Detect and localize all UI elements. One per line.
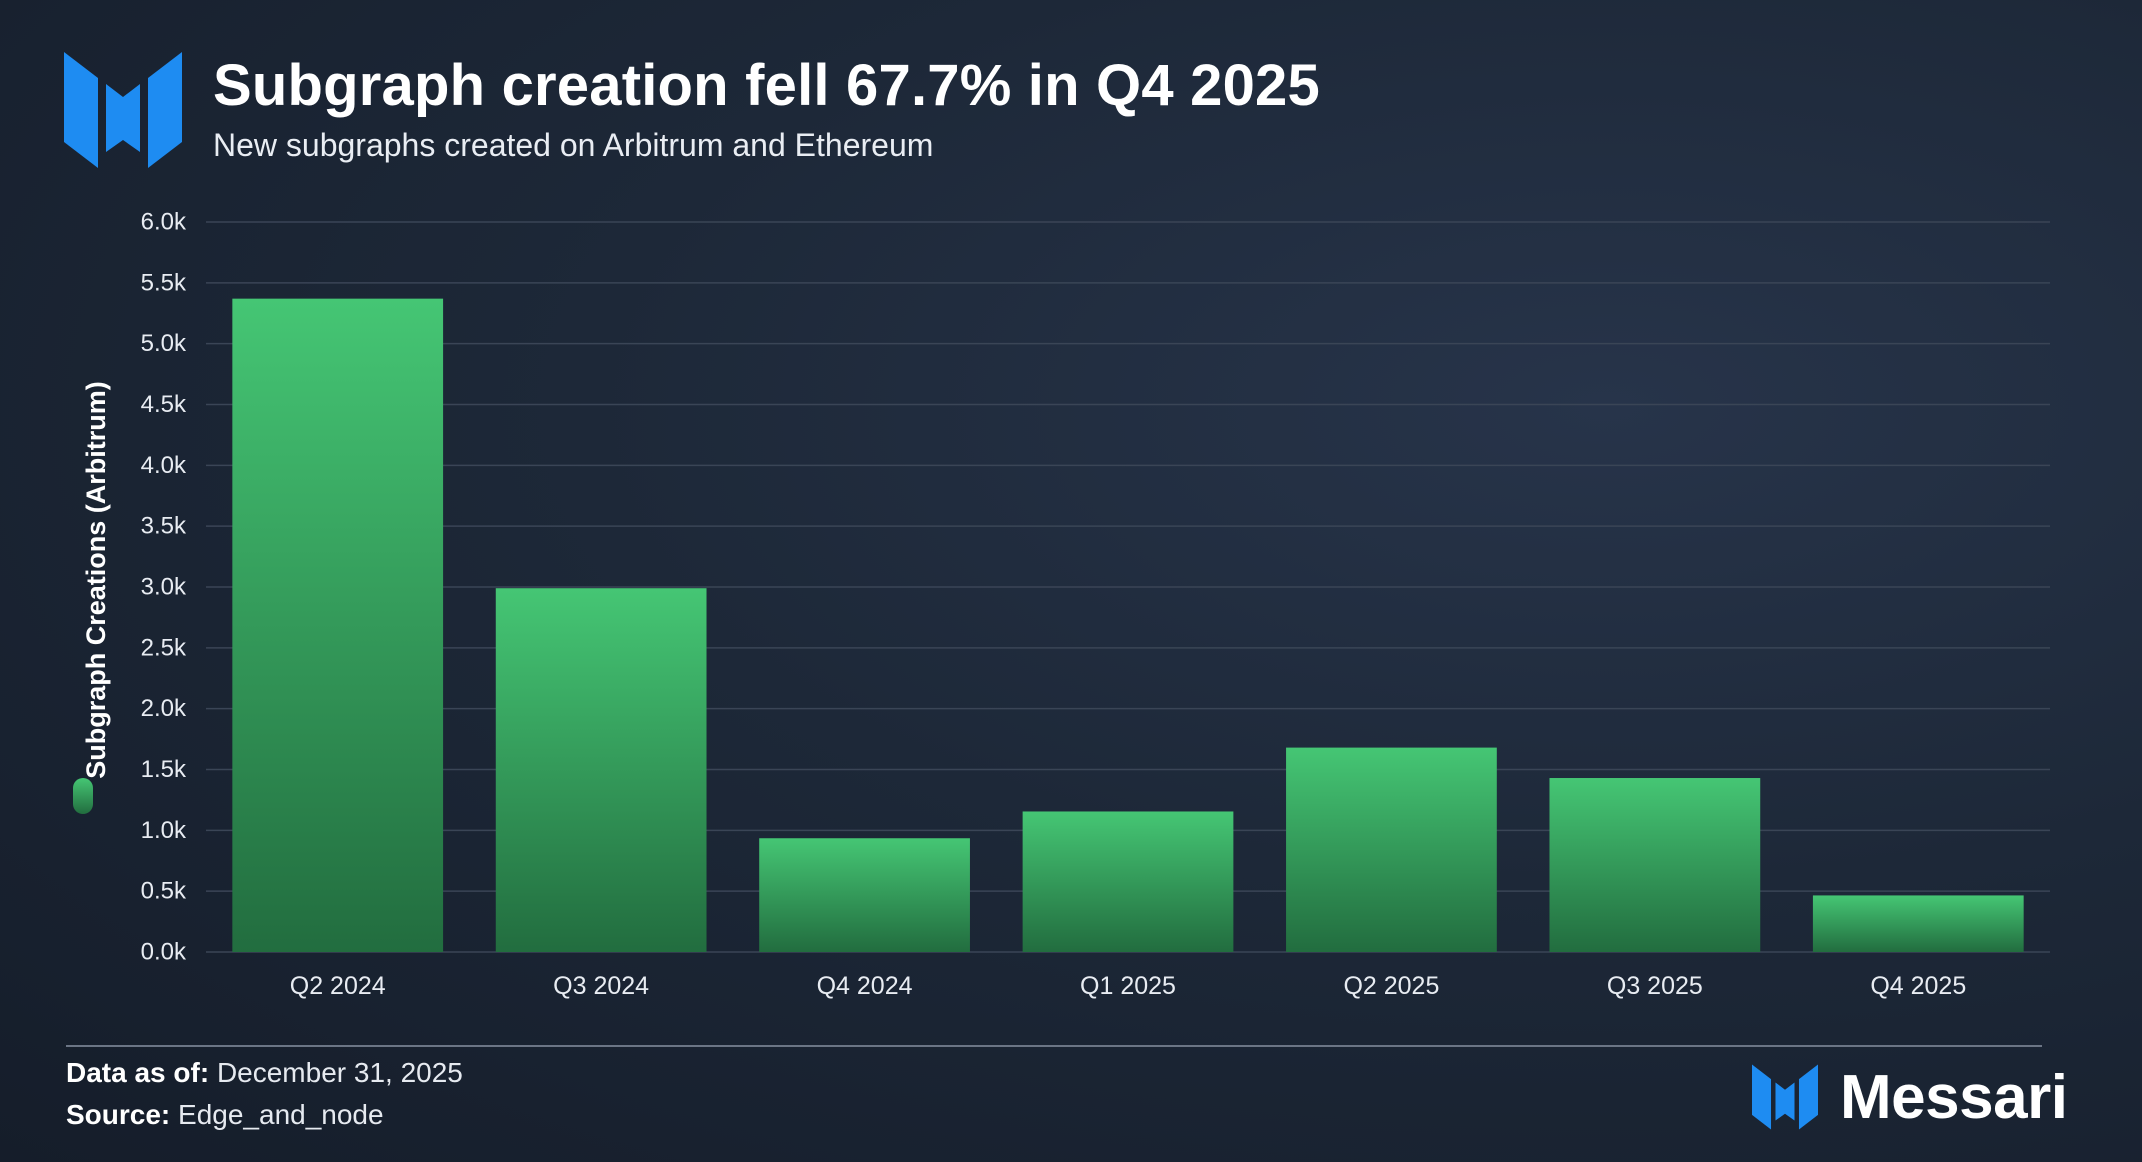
bar-q2-2025	[1286, 747, 1497, 952]
x-tick-label: Q2 2024	[290, 972, 386, 1000]
x-tick-label: Q2 2025	[1343, 972, 1439, 1000]
chart-subtitle: New subgraphs created on Arbitrum and Et…	[213, 127, 934, 163]
y-axis-ticks: 0.0k 0.5k 1.0k 1.5k 2.0k 2.5k 3.0k 3.5k 4.0k 4.5k…	[141, 209, 187, 966]
legend-swatch	[73, 778, 93, 814]
y-tick-label: 6.0k	[141, 209, 187, 236]
y-tick-label: 2.0k	[141, 695, 187, 722]
bar-q4-2024	[759, 838, 970, 952]
y-tick-label: 3.5k	[141, 513, 187, 540]
x-axis-ticks: Q2 2024 Q3 2024 Q4 2024 Q1 2025 Q2 2025 Q3 20…	[290, 972, 1966, 1000]
brand-lockup: Messari	[1752, 1062, 2068, 1132]
messari-brand-icon	[1752, 1064, 1818, 1130]
x-tick-label: Q3 2024	[553, 972, 649, 1000]
bars	[232, 298, 2024, 952]
y-tick-label: 5.0k	[141, 330, 187, 357]
date-value: December 31, 2025	[216, 1057, 463, 1088]
brand-name: Messari	[1840, 1062, 2068, 1132]
bar-q1-2025	[1022, 811, 1234, 952]
y-tick-label: 4.0k	[141, 452, 187, 479]
x-tick-label: Q1 2025	[1080, 972, 1176, 1000]
source-value: Edge_and_node	[178, 1099, 384, 1130]
x-tick-label: Q4 2025	[1870, 972, 1966, 1000]
y-tick-label: 5.5k	[141, 269, 187, 296]
chart-title: Subgraph creation fell 67.7% in Q4 2025	[213, 53, 1320, 118]
y-tick-label: 2.5k	[141, 634, 187, 661]
y-tick-label: 0.0k	[141, 939, 187, 966]
y-axis-title-group: Subgraph Creations (Arbitrum)	[73, 381, 111, 814]
y-tick-label: 4.5k	[141, 391, 187, 418]
messari-logo-icon	[64, 52, 182, 168]
date-label: Data as of:	[66, 1057, 210, 1088]
x-tick-label: Q4 2024	[817, 972, 913, 1000]
source-label: Source:	[66, 1099, 171, 1130]
x-tick-label: Q3 2025	[1607, 972, 1703, 1000]
y-axis-label: Subgraph Creations (Arbitrum)	[81, 381, 111, 779]
bar-q3-2024	[495, 588, 707, 952]
y-tick-label: 0.5k	[141, 878, 187, 905]
y-tick-label: 3.0k	[141, 574, 187, 601]
footer-date: Data as of: December 31, 2025	[66, 1057, 463, 1089]
bar-q2-2024	[232, 298, 444, 952]
bar-q3-2025	[1549, 778, 1761, 952]
footer-divider	[66, 1045, 2042, 1047]
y-tick-label: 1.5k	[141, 756, 187, 783]
y-tick-label: 1.0k	[141, 817, 187, 844]
bar-q4-2025	[1812, 895, 2024, 952]
footer-source: Source: Edge_and_node	[66, 1099, 384, 1131]
